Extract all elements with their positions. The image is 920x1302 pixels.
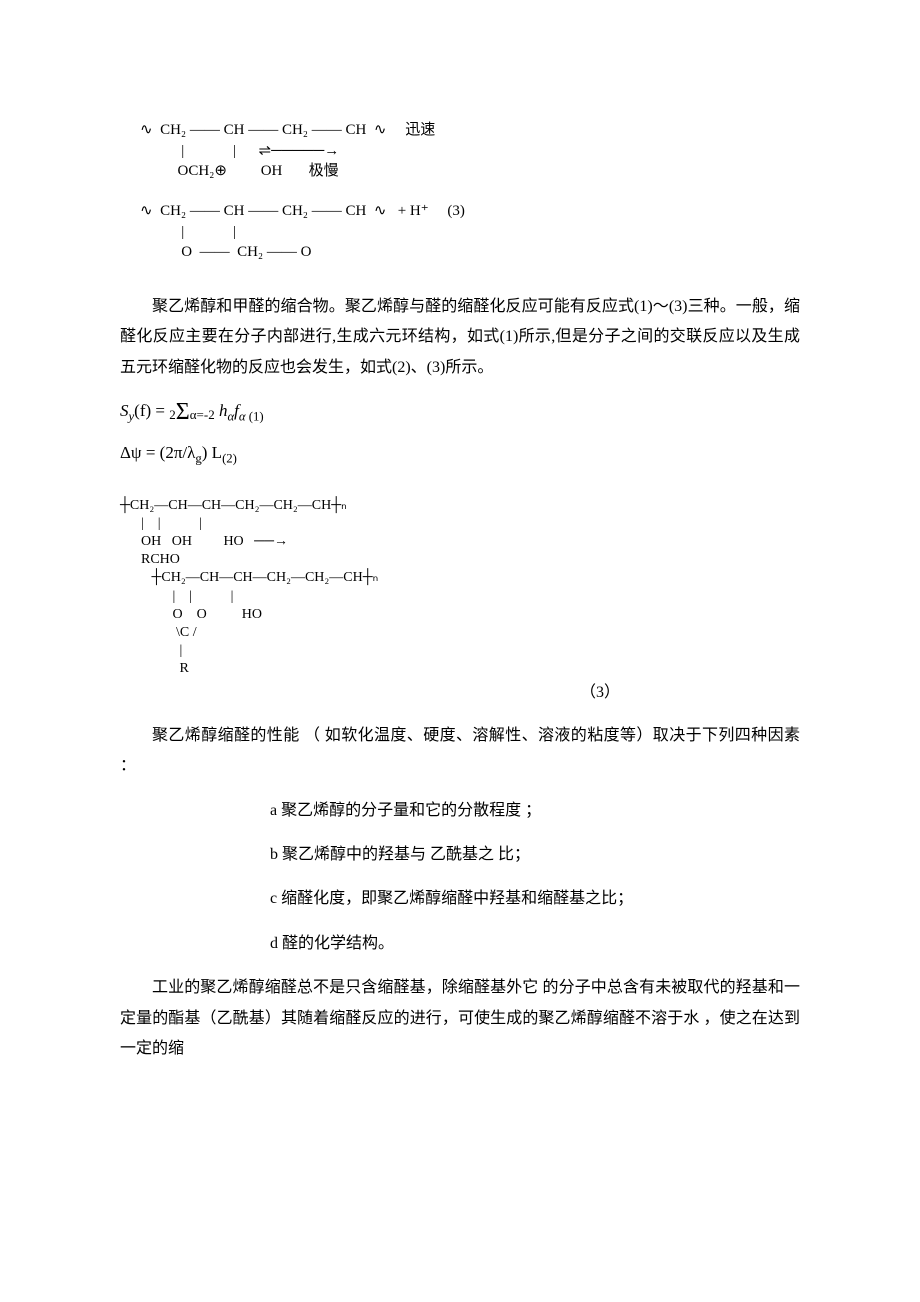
rx2-label: （3） [120, 678, 620, 708]
factor-c: c 缩醛化度，即聚乙烯醇缩醛中羟基和缩醛基之比； [270, 884, 800, 914]
rx2-l8: \C / [120, 625, 197, 640]
chem1-l7: O —— CH₂ —— O [140, 244, 311, 260]
chem1-l2: | | ⇌─────→ [140, 143, 339, 159]
eq1-S: S [120, 401, 129, 420]
factor-b: b 聚乙烯醇中的羟基与 乙酰基之 比； [270, 840, 800, 870]
chem1-l1: ∿ CH₂ —— CH —— CH₂ —— CH ∿ 迅速 [140, 122, 443, 138]
rx2-l3: OH OH HO ──→ [120, 534, 288, 549]
sum-bottom: α=-2 [190, 407, 215, 422]
rx2-l9: | [120, 643, 182, 658]
eq2-label: (2) [222, 451, 237, 465]
rx2-l4: RCHO [120, 552, 180, 567]
sum-symbol: 2Σα=-2 [169, 400, 214, 424]
rx2-l6: | | | [120, 589, 233, 604]
eq1-label: (1) [246, 410, 264, 424]
eq2-lhs: Δψ = [120, 443, 160, 462]
chem1-l6: | | [140, 224, 236, 240]
rx2-l1: ┼CH₂—CH—CH—CH₂—CH₂—CH┼ₙ [120, 498, 347, 513]
eq2-tail: ) L [202, 443, 222, 462]
eq1-arg: (f) = [134, 401, 169, 420]
factors-list: a 聚乙烯醇的分子量和它的分散程度 ； b 聚乙烯醇中的羟基与 乙酰基之 比； … [270, 796, 800, 960]
eq1-fa: α [239, 410, 246, 424]
chem-scheme-2: ┼CH₂—CH—CH—CH₂—CH₂—CH┼ₙ | | | OH OH HO ─… [120, 478, 800, 678]
chem1-l5: ∿ CH₂ —— CH —— CH₂ —— CH ∿ + H⁺ (3) [140, 203, 465, 219]
factor-a: a 聚乙烯醇的分子量和它的分散程度 ； [270, 796, 800, 826]
paragraph-2: 聚乙烯醇缩醛的性能 （ 如软化温度、硬度、溶解性、溶液的粘度等）取决于下列四种因… [120, 721, 800, 782]
paragraph-3: 工业的聚乙烯醇缩醛总不是只含缩醛基，除缩醛基外它 的分子中总含有未被取代的羟基和… [120, 973, 800, 1064]
paragraph-1: 聚乙烯醇和甲醛的缩合物。聚乙烯醇与醛的缩醛化反应可能有反应式(1)～(3)三种。… [120, 292, 800, 383]
equation-1: Sy(f) = 2Σα=-2 hαfα (1) [120, 395, 800, 429]
rx2-l7: O O HO [120, 607, 262, 622]
rx2-l5: ┼CH₂—CH—CH—CH₂—CH₂—CH┼ₙ [120, 570, 378, 585]
rx2-l2: | | | [120, 516, 202, 531]
chem1-l3: OCH₂⊕ OH 极慢 [140, 163, 346, 179]
equation-2: Δψ = (2π/λg) L(2) [120, 437, 800, 471]
eq2-body: (2π/λ [160, 443, 196, 462]
chem-scheme-1: ∿ CH₂ —— CH —— CH₂ —— CH ∿ 迅速 | | ⇌─────… [140, 100, 800, 262]
rx2-l10: R [120, 661, 189, 676]
factor-d: d 醛的化学结构。 [270, 929, 800, 959]
